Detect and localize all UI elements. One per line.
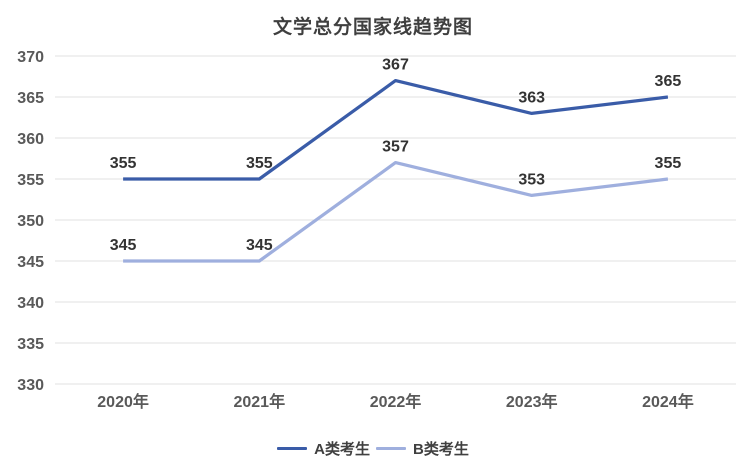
y-axis-tick-label: 335 — [17, 336, 44, 353]
chart-legend: A类考生 B类考生 — [0, 438, 746, 459]
y-axis-tick-label: 350 — [17, 213, 44, 230]
legend-line-swatch-b — [376, 447, 406, 450]
x-axis-tick-label: 2021年 — [233, 392, 285, 411]
x-axis-tick-label: 2023年 — [506, 392, 558, 411]
y-axis-tick-label: 340 — [17, 295, 44, 312]
legend-item-series-b: B类考生 — [376, 438, 469, 459]
data-label: 363 — [518, 89, 545, 106]
data-label: 353 — [518, 171, 545, 188]
series-line-a — [123, 78, 669, 181]
data-label: 365 — [655, 73, 682, 90]
data-label: 367 — [382, 57, 409, 74]
legend-line-swatch-a — [277, 447, 308, 450]
y-axis-tick-label: 355 — [17, 172, 44, 189]
y-axis-tick-label: 370 — [17, 49, 44, 66]
data-label: 345 — [110, 237, 137, 254]
y-axis-tick-label: 345 — [17, 254, 44, 271]
y-axis-tick-label: 330 — [17, 377, 44, 394]
data-label: 355 — [110, 155, 137, 172]
x-axis-tick-label: 2020年 — [97, 392, 149, 411]
data-label: 357 — [382, 139, 409, 156]
x-axis-tick-label: 2022年 — [370, 392, 422, 411]
x-axis-tick-label: 2024年 — [642, 392, 694, 411]
legend-label-series-b: B类考生 — [413, 441, 469, 458]
data-label: 355 — [655, 155, 682, 172]
data-label: 355 — [246, 155, 273, 172]
chart-title: 文学总分国家线趋势图 — [272, 17, 473, 38]
y-axis-tick-label: 360 — [17, 131, 44, 148]
legend-item-series-a: A类考生 — [277, 438, 370, 459]
y-axis-tick-label: 365 — [17, 90, 44, 107]
series-line-b — [123, 160, 669, 263]
data-label: 345 — [246, 237, 273, 254]
legend-label-series-a: A类考生 — [314, 441, 370, 458]
